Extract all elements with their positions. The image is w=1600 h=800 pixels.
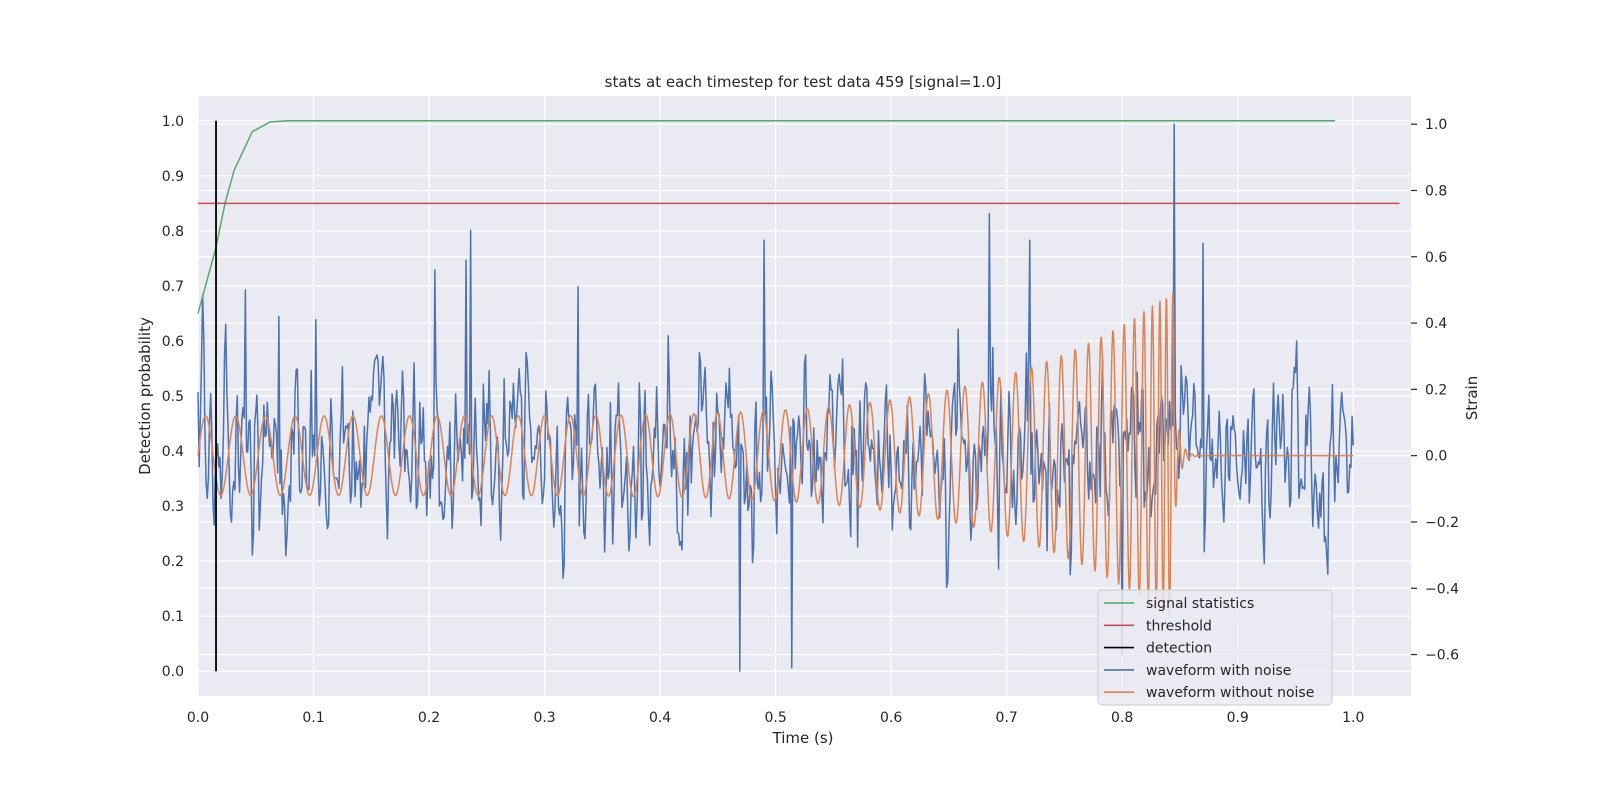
y-right-tick-label: 1.0 bbox=[1425, 117, 1447, 133]
y-left-tick-label: 0.5 bbox=[162, 389, 184, 405]
x-tick-label: 0.1 bbox=[302, 710, 324, 726]
y-left-tick-label: 0.9 bbox=[162, 169, 184, 185]
y-right-tick-label: 0.6 bbox=[1425, 250, 1447, 266]
y-left-tick-label: 1.0 bbox=[162, 114, 184, 130]
y-right-tick-label: 0.8 bbox=[1425, 183, 1447, 199]
y-left-tick-label: 0.2 bbox=[162, 554, 184, 570]
legend-label: waveform with noise bbox=[1146, 663, 1291, 679]
y-left-tick-label: 0.3 bbox=[162, 499, 184, 515]
legend-label: signal statistics bbox=[1146, 596, 1254, 612]
y-right-tick-label: −0.2 bbox=[1425, 515, 1459, 531]
chart-title: stats at each timestep for test data 459… bbox=[605, 73, 1002, 91]
x-tick-label: 0.8 bbox=[1111, 710, 1133, 726]
x-tick-label: 1.0 bbox=[1342, 710, 1364, 726]
y-left-tick-label: 0.4 bbox=[162, 444, 184, 460]
y-axis-right: −0.6 −0.4 −0.2 0.0 0.2 0.4 0.6 0.8 1.0 bbox=[1411, 117, 1459, 664]
y-axis-left-label: Detection probability bbox=[136, 317, 154, 475]
y-right-tick-label: −0.6 bbox=[1425, 648, 1459, 664]
legend-box bbox=[1097, 589, 1333, 706]
legend-label: waveform without noise bbox=[1146, 685, 1314, 701]
y-right-tick-label: 0.2 bbox=[1425, 382, 1447, 398]
y-left-tick-label: 0.1 bbox=[162, 609, 184, 625]
y-right-tick-label: −0.4 bbox=[1425, 581, 1459, 597]
x-axis: 0.0 0.1 0.2 0.3 0.4 0.5 0.6 0.7 0.8 0.9 1.0 bbox=[187, 710, 1365, 726]
x-axis-label: Time (s) bbox=[772, 729, 834, 747]
legend-label: detection bbox=[1146, 641, 1212, 657]
y-axis-left: 0.0 0.1 0.2 0.3 0.4 0.5 0.6 0.7 0.8 0.9 1.0 bbox=[162, 114, 184, 680]
legend-label: threshold bbox=[1146, 618, 1212, 634]
series-waveform-without-noise bbox=[197, 291, 1354, 618]
x-tick-label: 0.3 bbox=[533, 710, 555, 726]
x-tick-label: 0.0 bbox=[187, 710, 209, 726]
x-tick-label: 0.2 bbox=[418, 710, 440, 726]
x-tick-label: 0.7 bbox=[996, 710, 1018, 726]
series-layer bbox=[197, 120, 1400, 672]
x-tick-label: 0.6 bbox=[880, 710, 902, 726]
y-left-tick-label: 0.0 bbox=[162, 664, 184, 680]
x-tick-label: 0.9 bbox=[1227, 710, 1249, 726]
y-right-tick-label: 0.4 bbox=[1425, 316, 1447, 332]
y-left-tick-label: 0.7 bbox=[162, 279, 184, 295]
y-axis-right-label: Strain bbox=[1463, 376, 1481, 420]
x-tick-label: 0.5 bbox=[764, 710, 786, 726]
y-left-tick-label: 0.8 bbox=[162, 224, 184, 240]
x-tick-label: 0.4 bbox=[649, 710, 671, 726]
y-left-tick-label: 0.6 bbox=[162, 334, 184, 350]
legend: signal statistics threshold detection wavef… bbox=[1097, 589, 1333, 706]
y-right-tick-label: 0.0 bbox=[1425, 449, 1447, 465]
